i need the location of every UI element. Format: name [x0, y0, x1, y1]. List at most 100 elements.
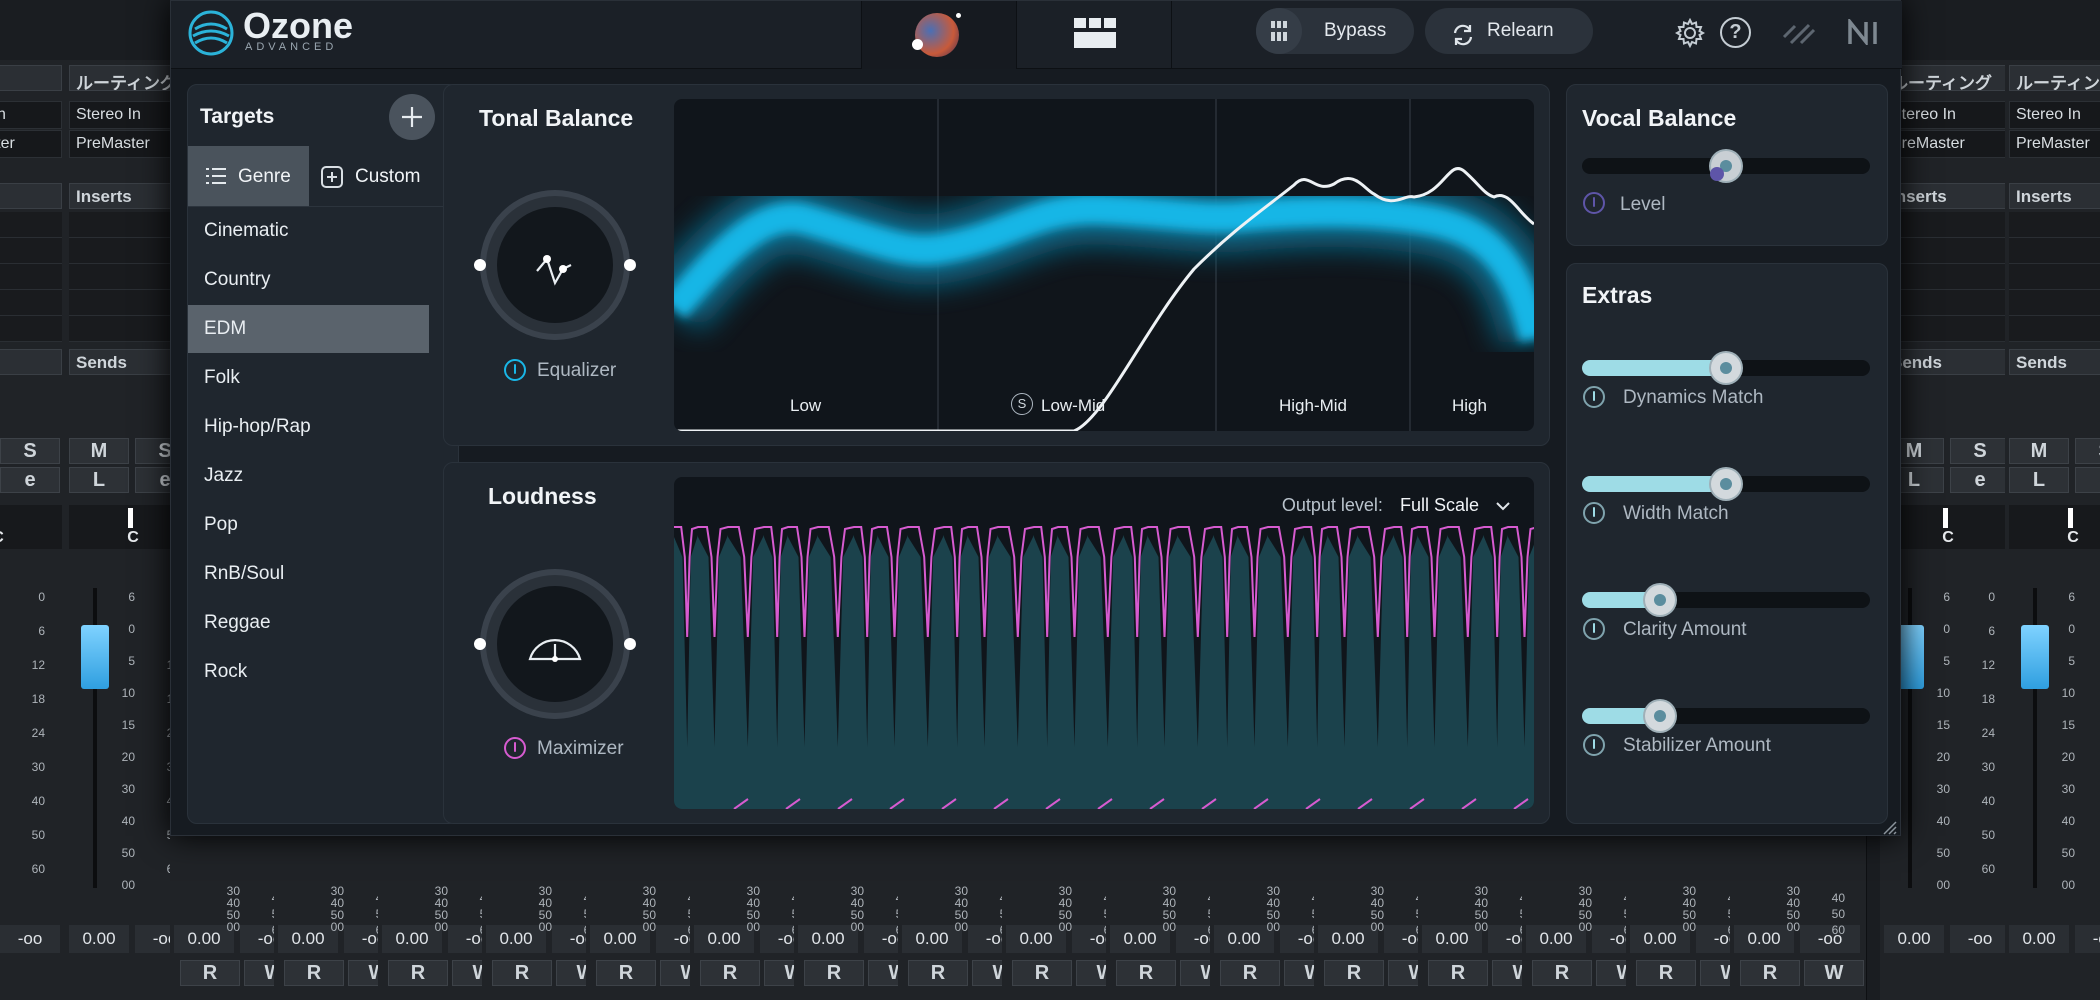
insert-slot[interactable]	[1884, 212, 2012, 238]
extras-slider[interactable]	[1582, 701, 1870, 731]
slider-thumb[interactable]	[1711, 469, 1741, 499]
insert-slot[interactable]	[2009, 316, 2100, 342]
automation-button[interactable]: R	[284, 960, 344, 986]
maximizer-power-icon[interactable]	[504, 737, 526, 759]
channel-button[interactable]: e	[0, 467, 60, 493]
channel-button[interactable]: M	[2009, 438, 2069, 464]
volume-readout[interactable]: 0.00	[174, 925, 234, 953]
volume-readout[interactable]: 0.00	[69, 925, 129, 953]
channel-button[interactable]: M	[69, 438, 129, 464]
automation-button[interactable]: R	[908, 960, 968, 986]
automation-button[interactable]: R	[1636, 960, 1696, 986]
automation-button[interactable]: R	[1428, 960, 1488, 986]
genre-item[interactable]: Country	[204, 269, 271, 290]
channel-button[interactable]: e	[1950, 467, 2010, 493]
routing-header[interactable]: ルーティング	[1884, 65, 2012, 91]
maximizer-knob[interactable]	[474, 569, 636, 719]
extras-slider[interactable]	[1582, 585, 1870, 615]
insert-slot[interactable]	[1884, 264, 2012, 290]
automation-button[interactable]: R	[1012, 960, 1072, 986]
band-solo-button[interactable]: S	[1011, 393, 1033, 415]
resize-grip-icon[interactable]	[1883, 821, 1897, 840]
tab-genre[interactable]: Genre	[188, 146, 309, 206]
settings-gear-icon[interactable]	[1674, 17, 1706, 53]
automation-button[interactable]: R	[1220, 960, 1280, 986]
insert-slot[interactable]	[2009, 264, 2100, 290]
routing-io-field[interactable]: Stereo In	[2009, 101, 2100, 129]
volume-readout[interactable]: 0.00	[798, 925, 858, 953]
section-header[interactable]: Inserts	[2009, 183, 2100, 209]
vocal-power-icon[interactable]	[1583, 192, 1605, 214]
insert-slot[interactable]	[1884, 290, 2012, 316]
volume-readout[interactable]: 0.00	[382, 925, 442, 953]
channel-button[interactable]: S	[1950, 438, 2010, 464]
insert-slot[interactable]	[0, 212, 62, 238]
bypass-button[interactable]: Bypass	[1256, 8, 1414, 54]
slider-thumb[interactable]	[1711, 353, 1741, 383]
genre-item[interactable]: Pop	[204, 514, 238, 535]
channel-button[interactable]: L	[69, 467, 129, 493]
volume-readout[interactable]: 0.00	[1006, 925, 1066, 953]
automation-button[interactable]: R	[388, 960, 448, 986]
extras-slider[interactable]	[1582, 469, 1870, 499]
volume-readout[interactable]: 0.00	[1526, 925, 1586, 953]
volume-readout[interactable]: 0.00	[1422, 925, 1482, 953]
extras-power-icon[interactable]	[1583, 618, 1605, 640]
volume-readout[interactable]: 0.00	[694, 925, 754, 953]
tab-custom[interactable]: Custom	[309, 146, 460, 206]
automation-button[interactable]: R	[700, 960, 760, 986]
volume-readout[interactable]: 0.00	[1630, 925, 1690, 953]
volume-readout[interactable]: 0.00	[486, 925, 546, 953]
channel-button[interactable]: S	[0, 438, 60, 464]
insert-slot[interactable]	[1884, 316, 2012, 342]
routing-io-field[interactable]: Stereo In	[1884, 101, 2012, 129]
routing-io-field[interactable]: PreMaster	[1884, 130, 2012, 158]
insert-slot[interactable]	[2009, 238, 2100, 264]
insert-slot[interactable]	[1884, 238, 2012, 264]
equalizer-knob[interactable]	[474, 190, 636, 340]
volume-readout[interactable]: 0.00	[1214, 925, 1274, 953]
insert-slot[interactable]	[0, 238, 62, 264]
chevron-down-icon[interactable]	[1496, 495, 1510, 515]
channel-button[interactable]: L	[2009, 467, 2069, 493]
volume-readout[interactable]: 0.00	[1734, 925, 1794, 953]
help-icon[interactable]: ?	[1720, 17, 1751, 48]
section-header[interactable]: Sends	[1884, 349, 2012, 375]
output-level-value[interactable]: Full Scale	[1399, 495, 1479, 515]
automation-button[interactable]: R	[1324, 960, 1384, 986]
slider-thumb[interactable]	[1645, 701, 1675, 731]
section-header[interactable]: Sends	[0, 349, 62, 375]
routing-header[interactable]: ング	[0, 65, 62, 91]
volume-readout[interactable]: 0.00	[902, 925, 962, 953]
volume-readout[interactable]: 0.00	[1110, 925, 1170, 953]
pan-control[interactable]: C	[0, 505, 62, 549]
genre-item[interactable]: Hip-hop/Rap	[204, 416, 311, 437]
extras-slider[interactable]	[1582, 353, 1870, 383]
insert-slot[interactable]	[0, 290, 62, 316]
genre-item[interactable]: Cinematic	[204, 220, 289, 241]
volume-readout[interactable]: 0.00	[2009, 925, 2069, 953]
insert-slot[interactable]	[0, 264, 62, 290]
relearn-button[interactable]: Relearn	[1425, 8, 1593, 54]
channel-button[interactable]: S	[2075, 438, 2100, 464]
automation-button[interactable]: R	[492, 960, 552, 986]
genre-item-selected[interactable]: EDM	[188, 305, 429, 353]
section-header[interactable]: Inserts	[0, 183, 62, 209]
automation-button[interactable]: W	[1804, 960, 1864, 986]
routing-io-field[interactable]: Stereo In	[0, 101, 62, 129]
automation-button[interactable]: R	[804, 960, 864, 986]
extras-power-icon[interactable]	[1583, 386, 1605, 408]
automation-button[interactable]: R	[1116, 960, 1176, 986]
section-header[interactable]: Inserts	[1884, 183, 2012, 209]
automation-button[interactable]: R	[596, 960, 656, 986]
routing-io-field[interactable]: PreMaster	[2009, 130, 2100, 158]
volume-readout[interactable]: 0.00	[278, 925, 338, 953]
fader-handle[interactable]	[81, 625, 109, 689]
genre-item[interactable]: Reggae	[204, 612, 271, 633]
insert-slot[interactable]	[2009, 290, 2100, 316]
channel-button[interactable]: e	[2075, 467, 2100, 493]
genre-item[interactable]: Folk	[204, 367, 240, 388]
volume-readout[interactable]: 0.00	[1318, 925, 1378, 953]
genre-item[interactable]: Rock	[204, 661, 248, 682]
insert-slot[interactable]	[0, 316, 62, 342]
